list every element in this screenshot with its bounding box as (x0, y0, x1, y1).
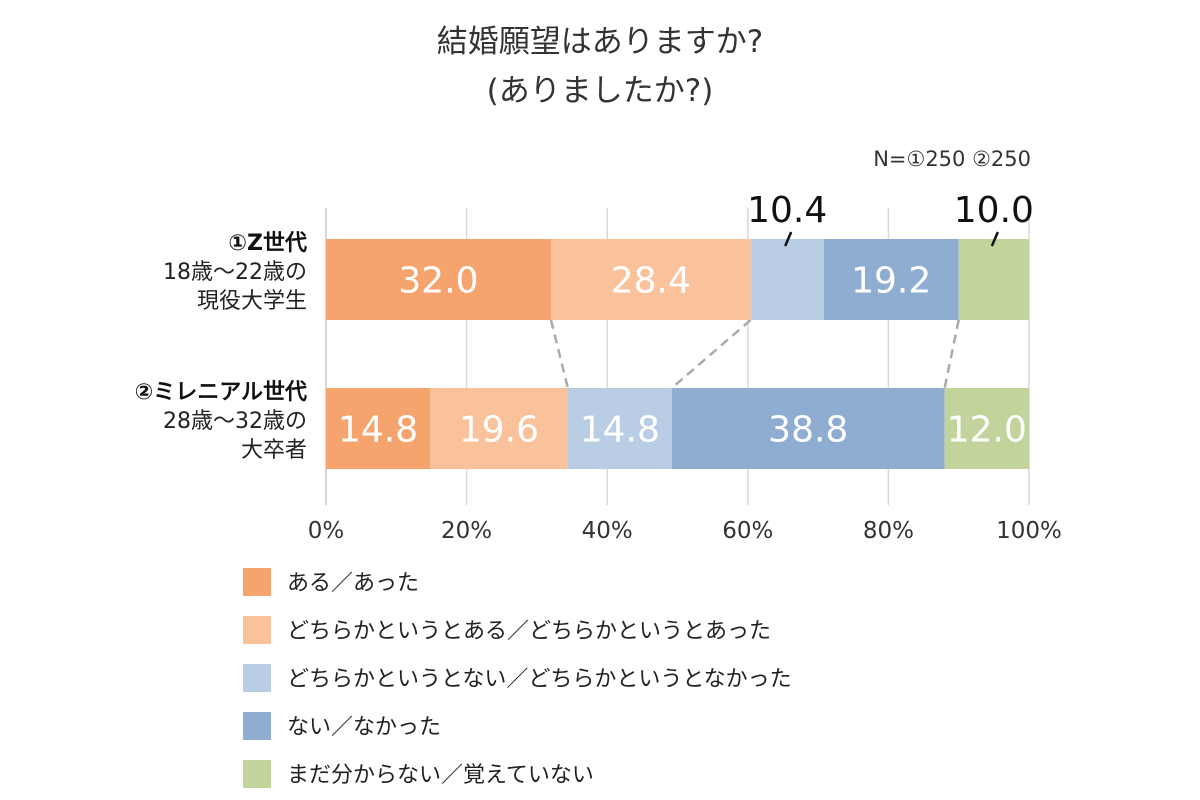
connector-line (943, 319, 960, 389)
legend-swatch (243, 616, 271, 644)
connector-lines (549, 319, 960, 389)
leader-line (784, 231, 793, 247)
category-label-line: 18歳〜22歳の (163, 260, 307, 285)
category-label-title: ①Z世代 (228, 231, 307, 256)
data-label: 38.8 (768, 410, 848, 451)
connector-line (549, 319, 570, 389)
category-label-line: 28歳〜32歳の (163, 409, 307, 434)
data-labels: 32.0 28.4 10.4 19.2 10.0 14.8 19.6 14.8 38.8 12.0 (338, 190, 1034, 451)
legend-swatch (243, 568, 271, 596)
category-label-line: 現役大学生 (197, 289, 307, 314)
x-tick-label: 100% (996, 518, 1062, 544)
x-axis-ticks: 0% 20% 40% 60% 80% 100% (308, 518, 1062, 544)
data-label: 14.8 (580, 410, 660, 451)
legend-swatch (243, 664, 271, 692)
bar-segment (823, 239, 959, 320)
legend-label: どちらかというとある／どちらかというとあった (287, 619, 771, 644)
x-tick-label: 0% (308, 518, 345, 544)
legend-label: ない／なかった (287, 715, 441, 740)
data-label-outside: 10.4 (747, 190, 827, 231)
data-label: 19.6 (459, 410, 539, 451)
legend-label: まだ分からない／覚えていない (287, 763, 594, 788)
legend: ある／あったどちらかというとある／どちらかというとあったどちらかというとない／ど… (243, 568, 792, 788)
bar-segment (750, 239, 824, 320)
bar-segment (958, 239, 1029, 320)
bar-segment (567, 388, 672, 469)
x-tick-label: 20% (441, 518, 492, 544)
sample-size-note: N=①250 ②250 (873, 147, 1031, 171)
data-label: 32.0 (398, 261, 478, 302)
category-label-title: ②ミレニアル世代 (135, 380, 307, 405)
bar-segment (326, 239, 551, 320)
x-tick-label: 40% (582, 518, 633, 544)
leader-line (990, 231, 999, 247)
data-label: 28.4 (611, 261, 691, 302)
data-label-outside: 10.0 (954, 190, 1034, 231)
category-label-line: 大卒者 (241, 438, 307, 463)
data-label: 14.8 (338, 410, 418, 451)
x-tick-label: 80% (863, 518, 914, 544)
title-line: 結婚願望はありますか? (437, 24, 763, 60)
bars (326, 239, 1029, 469)
bar-segment (671, 388, 945, 469)
bar-segment (944, 388, 1029, 469)
connector-line (671, 319, 752, 389)
legend-swatch (243, 760, 271, 788)
data-label: 12.0 (947, 410, 1027, 451)
x-tick-label: 60% (722, 518, 773, 544)
legend-swatch (243, 712, 271, 740)
chart-title: 結婚願望はありますか? (ありましたか?) (437, 24, 763, 109)
title-line: (ありましたか?) (487, 73, 714, 109)
bar-segment (430, 388, 568, 469)
legend-label: どちらかというとない／どちらかというとなかった (287, 667, 792, 692)
data-label: 19.2 (851, 261, 931, 302)
bar-segment (326, 388, 431, 469)
legend-label: ある／あった (287, 571, 419, 596)
bar-segment (550, 239, 751, 320)
